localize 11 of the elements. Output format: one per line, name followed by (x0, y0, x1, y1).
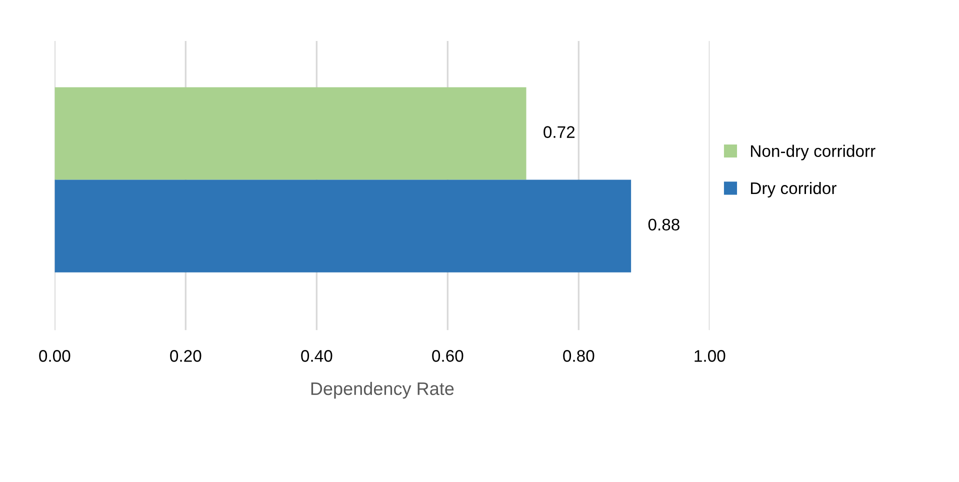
x-tick-label: 0.40 (301, 350, 332, 362)
x-tick-label: 0.60 (432, 350, 464, 362)
legend-label: Non-dry corridorr (751, 144, 876, 160)
x-tick-label: 1.00 (694, 350, 726, 362)
legend-label: Dry corridor (751, 182, 836, 198)
x-axis-title: Dependency Rate (311, 382, 454, 399)
x-tick-label: 0.00 (39, 350, 70, 362)
data-label: 0.88 (648, 218, 680, 231)
x-tick-label: 0.80 (563, 350, 594, 362)
data-label: 0.72 (544, 126, 575, 138)
x-tick-label: 0.20 (170, 350, 202, 362)
